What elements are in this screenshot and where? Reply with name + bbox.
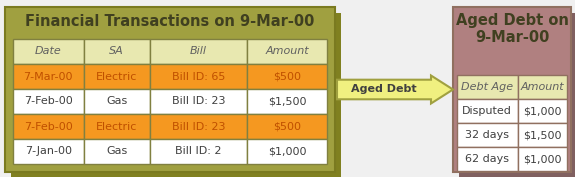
Bar	[457, 147, 518, 171]
Bar	[13, 114, 83, 139]
FancyBboxPatch shape	[453, 7, 571, 172]
Text: Electric: Electric	[96, 72, 137, 81]
Text: Bill: Bill	[190, 47, 207, 56]
Text: SA: SA	[109, 47, 124, 56]
Bar	[83, 89, 150, 114]
Bar	[83, 39, 150, 64]
Bar	[247, 39, 327, 64]
Bar	[457, 123, 518, 147]
Text: Gas: Gas	[106, 96, 127, 107]
Text: $1,500: $1,500	[523, 130, 562, 140]
Bar	[247, 114, 327, 139]
Text: $500: $500	[273, 121, 301, 132]
Bar	[13, 89, 83, 114]
Text: Debt Age: Debt Age	[461, 82, 513, 92]
Bar	[518, 75, 567, 99]
Text: Bill ID: 23: Bill ID: 23	[171, 121, 225, 132]
Text: Aged Debt on
9-Mar-00: Aged Debt on 9-Mar-00	[455, 13, 569, 45]
Text: Bill ID: 2: Bill ID: 2	[175, 147, 221, 156]
Bar	[83, 139, 150, 164]
Text: $1,000: $1,000	[523, 154, 562, 164]
Bar	[150, 114, 247, 139]
Bar	[247, 64, 327, 89]
Bar	[457, 99, 518, 123]
Text: 32 days: 32 days	[465, 130, 509, 140]
Text: 62 days: 62 days	[465, 154, 509, 164]
Text: Financial Transactions on 9-Mar-00: Financial Transactions on 9-Mar-00	[25, 13, 315, 28]
FancyBboxPatch shape	[459, 13, 575, 177]
Text: $1,000: $1,000	[268, 147, 306, 156]
Bar	[457, 75, 518, 99]
Text: Gas: Gas	[106, 147, 127, 156]
Text: 7-Feb-00: 7-Feb-00	[24, 121, 72, 132]
Text: Electric: Electric	[96, 121, 137, 132]
Bar	[518, 123, 567, 147]
Bar	[13, 139, 83, 164]
Text: 7-Feb-00: 7-Feb-00	[24, 96, 72, 107]
Bar	[83, 64, 150, 89]
Bar	[247, 139, 327, 164]
Text: Date: Date	[35, 47, 62, 56]
Text: $500: $500	[273, 72, 301, 81]
Polygon shape	[337, 76, 453, 104]
Bar	[150, 139, 247, 164]
Text: Bill ID: 23: Bill ID: 23	[171, 96, 225, 107]
Bar	[518, 99, 567, 123]
Text: Amount: Amount	[265, 47, 309, 56]
Bar	[518, 147, 567, 171]
Text: $1,000: $1,000	[523, 106, 562, 116]
Bar	[13, 64, 83, 89]
Text: $1,500: $1,500	[268, 96, 306, 107]
Bar	[150, 39, 247, 64]
Bar	[247, 89, 327, 114]
Bar	[150, 89, 247, 114]
Text: Aged Debt: Aged Debt	[351, 84, 417, 95]
FancyBboxPatch shape	[5, 7, 335, 172]
Text: 7-Jan-00: 7-Jan-00	[25, 147, 72, 156]
Text: Disputed: Disputed	[462, 106, 512, 116]
Bar	[150, 64, 247, 89]
Text: Amount: Amount	[520, 82, 564, 92]
FancyBboxPatch shape	[11, 13, 341, 177]
Bar	[83, 114, 150, 139]
Text: Bill ID: 65: Bill ID: 65	[171, 72, 225, 81]
Bar	[13, 39, 83, 64]
Text: 7-Mar-00: 7-Mar-00	[24, 72, 73, 81]
